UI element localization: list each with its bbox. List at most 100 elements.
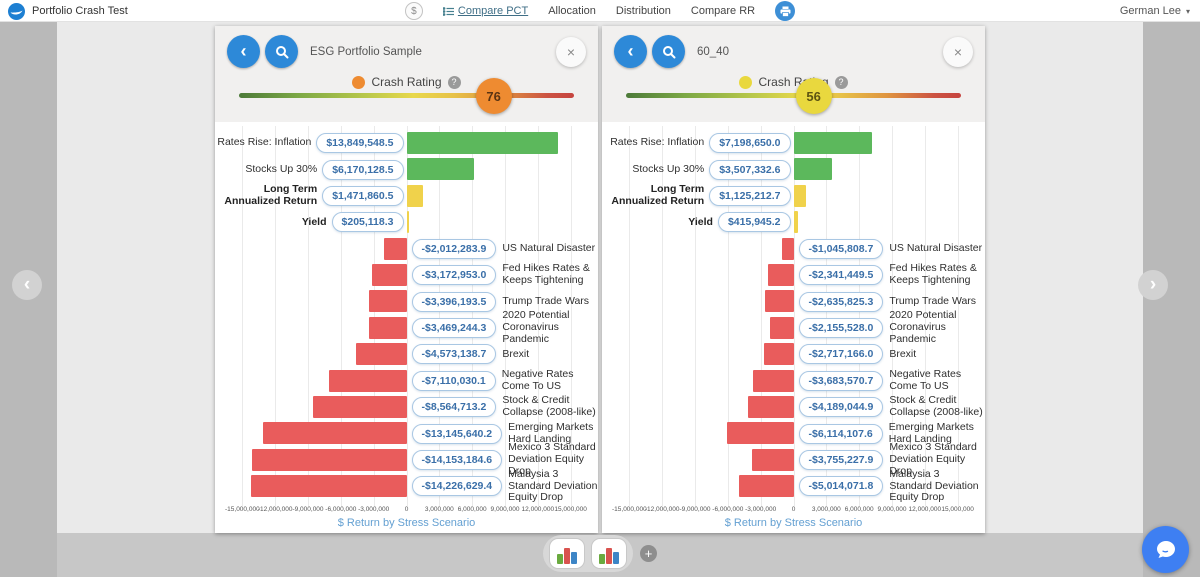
scenario-row: -$3,683,570.7 Negative Rates Come To US bbox=[602, 368, 985, 394]
brand: Portfolio Crash Test bbox=[8, 0, 128, 22]
portfolio-panel-2: ‹ 60_40 × Crash Rating ? 56 Rates Rise: … bbox=[602, 26, 985, 533]
scenario-label: 2020 Potential Coronavirus Pandemic bbox=[889, 309, 957, 345]
tab-compare-pct[interactable]: Compare PCT bbox=[442, 5, 528, 17]
scenario-value-pill[interactable]: -$2,155,528.0 bbox=[798, 317, 884, 338]
crash-rating-legend: Crash Rating ? bbox=[602, 75, 985, 89]
scenario-row: -$6,114,107.6 Emerging Markets Hard Landi… bbox=[602, 420, 985, 446]
print-button[interactable] bbox=[775, 1, 796, 21]
scenario-row: Stocks Up 30% $6,170,128.5 bbox=[215, 156, 598, 182]
scenario-value-pill[interactable]: -$5,014,071.8 bbox=[798, 476, 884, 497]
scenario-value-pill[interactable]: $1,471,860.5 bbox=[322, 185, 404, 206]
crash-rating-marker[interactable]: 76 bbox=[475, 78, 512, 114]
chart-rows: Rates Rise: Inflation $7,198,650.0 Stocks … bbox=[602, 130, 986, 503]
scenario-label: Emerging Markets Hard Landing bbox=[888, 420, 974, 445]
mini-bar-icon bbox=[613, 552, 619, 564]
crash-rating-label: Crash Rating bbox=[371, 75, 442, 89]
scenario-value-pill[interactable]: -$3,172,953.0 bbox=[411, 265, 497, 286]
scenario-value-pill[interactable]: -$7,110,030.1 bbox=[411, 370, 496, 391]
scenario-bar bbox=[356, 343, 407, 366]
scenario-label: Negative Rates Come To US bbox=[889, 368, 962, 392]
add-portfolio-button[interactable]: + bbox=[640, 545, 657, 562]
scenario-info: -$3,172,953.0 Fed Hikes Rates & Keeps Tig… bbox=[407, 262, 599, 288]
main-stage: ‹ › ‹ ESG Portfolio Sample × Crash Ratin… bbox=[0, 22, 1200, 577]
tab-distribution[interactable]: Distribution bbox=[615, 5, 671, 17]
app-title: Portfolio Crash Test bbox=[32, 5, 128, 17]
help-icon[interactable]: ? bbox=[447, 75, 461, 89]
scenario-value-pill[interactable]: -$6,114,107.6 bbox=[798, 423, 883, 444]
scenario-label: Fed Hikes Rates & Keeps Tightening bbox=[889, 262, 977, 287]
chart-thumbnail-2[interactable] bbox=[591, 538, 627, 569]
scenario-value-pill[interactable]: $415,945.2 bbox=[717, 212, 791, 233]
scenario-value-pill[interactable]: -$14,226,629.4 bbox=[411, 476, 503, 497]
scenario-value-pill[interactable]: $7,198,650.0 bbox=[709, 133, 791, 154]
search-icon bbox=[662, 45, 676, 59]
crash-rating-dot-icon bbox=[352, 75, 366, 89]
help-icon[interactable]: ? bbox=[834, 75, 848, 89]
scenario-label: US Natural Disaster bbox=[502, 241, 596, 254]
scenario-value-pill[interactable]: -$3,683,570.7 bbox=[798, 370, 884, 391]
search-button[interactable] bbox=[652, 35, 685, 68]
gridline bbox=[957, 126, 959, 506]
tab-compare-rr[interactable]: Compare RR bbox=[690, 5, 756, 17]
scenario-label: Yield bbox=[688, 215, 713, 228]
scenario-value-pill[interactable]: -$3,396,193.5 bbox=[411, 291, 497, 312]
scenario-info: -$14,153,184.6 Mexico 3 Standard Deviatio… bbox=[407, 441, 599, 477]
back-button[interactable]: ‹ bbox=[614, 35, 647, 68]
scenario-info: Long Term Annualized Return $1,471,860.5 bbox=[215, 183, 407, 209]
scenario-value-pill[interactable]: $1,125,212.7 bbox=[709, 185, 791, 206]
scenario-value-pill[interactable]: $205,118.3 bbox=[331, 212, 404, 233]
x-axis-tick: 0 bbox=[791, 506, 796, 513]
carousel-next-button[interactable]: › bbox=[1138, 270, 1168, 300]
chat-button[interactable] bbox=[1142, 526, 1189, 573]
scenario-value-pill[interactable]: $13,849,548.5 bbox=[316, 133, 404, 154]
scenario-info: -$2,341,449.5 Fed Hikes Rates & Keeps Tig… bbox=[794, 262, 986, 288]
search-icon bbox=[275, 45, 289, 59]
crash-rating-track bbox=[239, 93, 574, 98]
currency-toggle-button[interactable]: $ bbox=[404, 2, 423, 20]
scenario-value-pill[interactable]: -$2,635,825.3 bbox=[798, 291, 884, 312]
tab-allocation[interactable]: Allocation bbox=[548, 5, 596, 17]
gridline bbox=[308, 126, 309, 506]
search-button[interactable] bbox=[265, 35, 298, 68]
mini-bar-icon bbox=[606, 548, 612, 564]
scenario-value-pill[interactable]: -$3,755,227.9 bbox=[798, 449, 884, 470]
back-button[interactable]: ‹ bbox=[227, 35, 260, 68]
scenario-value-pill[interactable]: -$2,717,166.0 bbox=[798, 344, 884, 365]
scenario-value-pill[interactable]: $3,507,332.6 bbox=[709, 159, 791, 180]
scenario-value-pill[interactable]: -$3,469,244.3 bbox=[411, 317, 497, 338]
scenario-value-pill[interactable]: -$4,189,044.9 bbox=[798, 397, 884, 418]
chart-thumbnail-1[interactable] bbox=[549, 538, 585, 569]
portfolio-title: 60_40 bbox=[697, 45, 729, 58]
gridline bbox=[504, 126, 506, 506]
scenario-row: Long Term Annualized Return $1,471,860.5 bbox=[215, 183, 598, 209]
scenario-value-pill[interactable]: -$14,153,184.6 bbox=[411, 449, 503, 470]
scenario-value-pill[interactable]: -$4,573,138.7 bbox=[411, 344, 497, 365]
crash-rating-marker[interactable]: 56 bbox=[795, 78, 832, 114]
scenario-value-pill[interactable]: -$2,341,449.5 bbox=[798, 265, 884, 286]
scenario-label: Emerging Markets Hard Landing bbox=[508, 420, 594, 445]
scenario-row: Rates Rise: Inflation $13,849,548.5 bbox=[215, 130, 598, 156]
scenario-info: Long Term Annualized Return $1,125,212.7 bbox=[602, 183, 794, 209]
scenario-bar bbox=[769, 316, 794, 339]
crash-rating-dot-icon bbox=[739, 75, 753, 89]
scenario-info: -$2,155,528.0 2020 Potential Coronavirus … bbox=[794, 309, 986, 345]
close-panel-button[interactable]: × bbox=[556, 36, 586, 67]
scenario-value-pill[interactable]: -$13,145,640.2 bbox=[411, 423, 503, 444]
close-panel-button[interactable]: × bbox=[943, 36, 973, 67]
scenario-value-pill[interactable]: -$2,012,283.9 bbox=[411, 238, 497, 259]
scenario-bar bbox=[406, 158, 475, 181]
scenario-bar bbox=[250, 475, 407, 498]
scenario-info: Stocks Up 30% $6,170,128.5 bbox=[245, 156, 406, 182]
gridline bbox=[793, 126, 795, 506]
gridline bbox=[826, 126, 828, 506]
scenario-value-pill[interactable]: $6,170,128.5 bbox=[322, 159, 404, 180]
carousel-prev-button[interactable]: ‹ bbox=[12, 270, 42, 300]
gridline bbox=[924, 126, 926, 506]
scenario-bar bbox=[726, 422, 794, 445]
scenario-value-pill[interactable]: -$8,564,713.2 bbox=[411, 397, 497, 418]
scenario-row: -$5,014,071.8 Malaysia 3 Standard Deviati… bbox=[602, 468, 985, 503]
x-axis-tick: -15,000,000 bbox=[224, 506, 260, 513]
chevron-left-icon: ‹ bbox=[627, 40, 634, 61]
user-menu[interactable]: German Lee ▾ bbox=[1120, 0, 1190, 22]
scenario-value-pill[interactable]: -$1,045,808.7 bbox=[798, 238, 884, 259]
